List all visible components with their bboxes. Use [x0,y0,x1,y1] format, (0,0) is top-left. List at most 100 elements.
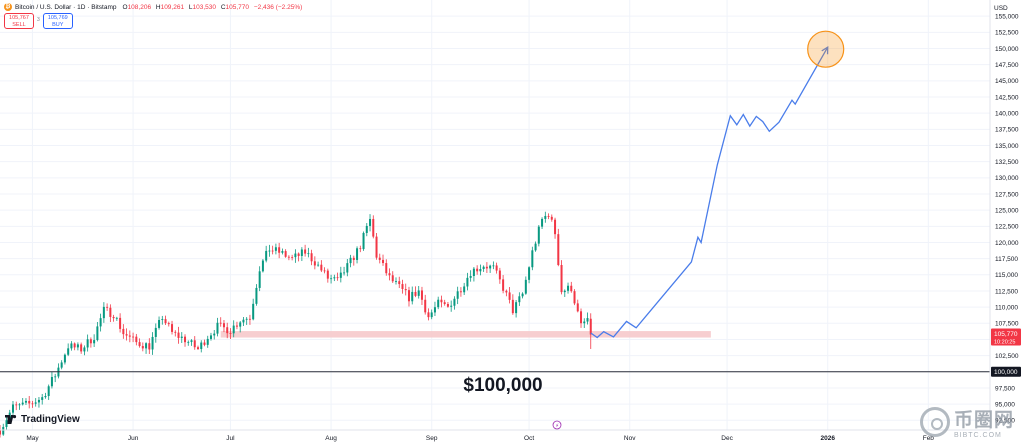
last-price-label: 105,770 [994,331,1018,338]
price-tick-label: 120,000 [995,240,1019,247]
candle-body [492,265,495,267]
watermark-title: 币圈网 [954,410,1015,431]
candle-body [459,291,462,293]
price-tick-label: 110,000 [995,304,1018,311]
candle-body [450,305,453,307]
price-tick-label: 135,000 [995,143,1019,150]
candle-body [184,336,187,343]
time-tick-label: 2026 [820,435,835,442]
candle-body [5,420,8,427]
candle-body [388,273,391,276]
candle-body [287,256,290,258]
event-marker-icon [552,420,562,430]
price-tick-label: 155,000 [995,13,1019,20]
candle-body [580,311,583,324]
candle-body [508,292,511,300]
candle-body [511,299,514,314]
candle-body [102,306,105,319]
candle-body [115,317,118,319]
candle-body [557,234,560,266]
candle-body [378,257,381,260]
candle-body [209,335,212,339]
candle-body [34,402,37,404]
candle-body [570,285,573,292]
candle-body [47,386,50,397]
candle-body [294,253,297,258]
symbol-title: Bitcoin / U.S. Dollar · 1D · Bitstamp [15,3,117,11]
time-axis[interactable]: May Jun Jul Aug Sep Oct Nov Dec 2026 Feb [0,429,990,442]
candle-body [339,272,342,278]
sell-button[interactable]: 105,767 SELL [4,13,34,29]
buy-button[interactable]: 105,769 BUY [42,13,73,29]
candle-body [291,257,294,258]
projection-line [590,46,829,339]
candle-body [489,265,492,269]
close-value: 105,770 [225,3,250,11]
candle-body [261,260,264,272]
candle-body [463,286,466,293]
symbol-header[interactable]: ₿ Bitcoin / U.S. Dollar · 1D · Bitstamp … [4,3,305,11]
candle-body [96,326,99,341]
candle-body [73,343,76,348]
price-tick-label: 115,000 [995,272,1018,279]
candle-body [583,321,586,324]
candle-body [310,253,313,262]
high-value: 109,261 [160,3,185,11]
candle-body [352,257,355,260]
watermark-url: BIBTC.COM [954,432,1002,439]
price-axis[interactable]: USD92,50095,00097,500102,500105,000107,5… [989,0,1021,430]
candle-body [414,291,417,296]
price-tick-label: 117,500 [995,256,1018,263]
candle-body [60,362,63,368]
candle-body [222,323,225,328]
candle-body [472,268,475,277]
candle-body [164,319,167,324]
candle-body [31,403,34,405]
candle-body [196,347,200,349]
price-tick-label: 122,500 [995,224,1019,231]
candle-body [528,267,531,280]
candle-body [320,264,323,271]
price-tick-label: 142,500 [995,94,1019,101]
open-value: 108,206 [127,3,152,11]
candle-body [346,263,349,273]
candle-body [401,284,404,289]
candle-body [171,324,174,332]
candle-body [424,299,427,313]
candle-body [2,426,5,435]
bitcoin-icon: ₿ [4,3,12,11]
candle-body [407,290,410,302]
candle-body [284,251,287,257]
candle-body [89,339,92,344]
ohlc-values: O108,206 H109,261 L103,530 C105,770 −2,4… [123,4,306,11]
candle-body [281,251,284,253]
candle-body [76,344,79,348]
candle-body [255,287,258,304]
price-tick-label: 127,500 [995,191,1019,198]
candle-body [54,376,57,378]
candle-body [417,290,420,296]
price-tick-label: 140,000 [995,110,1019,117]
candle-body [323,270,326,272]
candle-body [502,279,505,291]
candle-body [446,304,449,307]
candle-body [229,333,232,334]
candle-body [547,215,550,217]
price-tick-label: 150,000 [995,46,1019,53]
candle-body [531,250,534,268]
candle-body [213,333,216,336]
candle-body [437,299,440,308]
tradingview-logo[interactable]: TradingView [5,414,80,425]
candle-body [235,325,238,327]
projection-arrowhead [821,46,829,55]
candle-body [252,303,255,320]
candle-body [443,302,446,305]
candle-body [206,338,209,345]
tradingview-icon [5,415,17,424]
candle-body [382,259,385,264]
candle-body [300,249,303,256]
candle-body [274,247,277,251]
candle-body [135,336,138,343]
candle-body [193,340,196,348]
